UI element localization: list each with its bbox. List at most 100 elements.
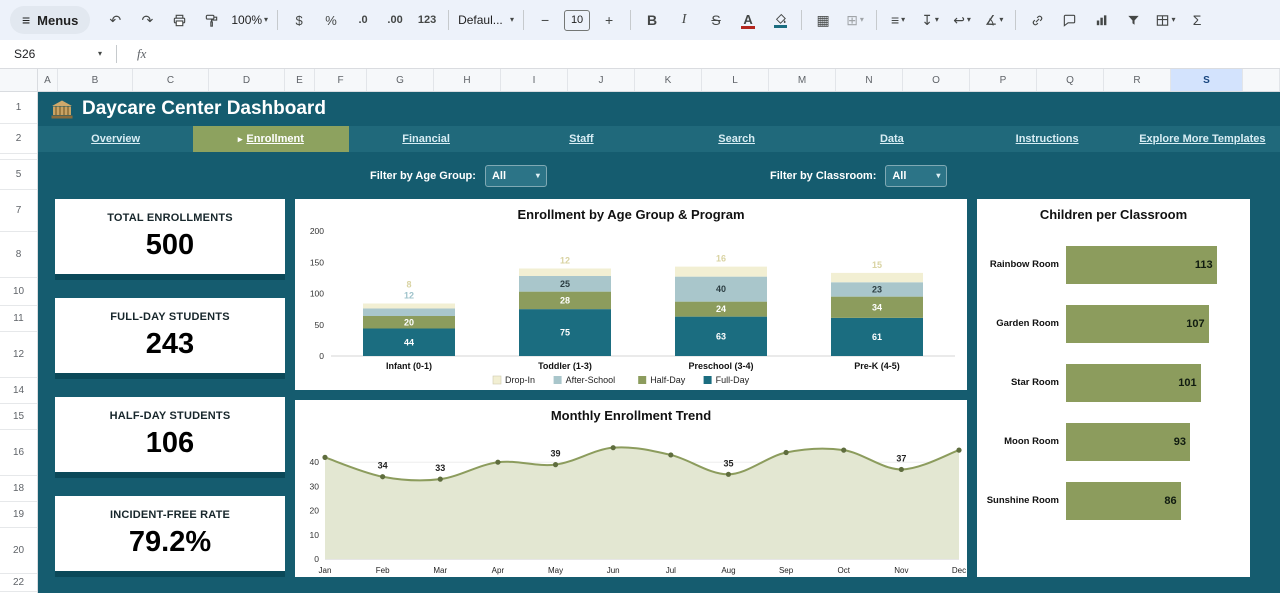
monthly-trend-chart-panel[interactable]: Monthly Enrollment Trend 010203040343339… — [295, 400, 967, 577]
row-header-8[interactable]: 8 — [0, 232, 37, 278]
kpi-label: INCIDENT-FREE RATE — [110, 509, 230, 521]
font-size-input[interactable]: 10 — [564, 10, 590, 31]
row-header-16[interactable]: 16 — [0, 430, 37, 476]
fill-color-button[interactable] — [765, 7, 795, 33]
currency-format-button[interactable]: $ — [284, 7, 314, 33]
column-header-E[interactable]: E — [285, 69, 315, 91]
row-header-14[interactable]: 14 — [0, 378, 37, 404]
strikethrough-button[interactable]: S — [701, 7, 731, 33]
zoom-select[interactable]: 100% ▾ — [228, 7, 271, 33]
row-header-11[interactable]: 11 — [0, 306, 37, 332]
nav-tab-staff[interactable]: Staff — [504, 126, 659, 152]
row-header-18[interactable]: 18 — [0, 476, 37, 502]
percent-format-button[interactable]: % — [316, 7, 346, 33]
font-family-select[interactable]: Defaul... ▾ — [455, 7, 517, 33]
menus-button[interactable]: ≡ Menus — [10, 6, 90, 34]
row-header-1[interactable]: 1 — [0, 92, 37, 124]
svg-text:40: 40 — [716, 284, 726, 294]
text-rotation-button[interactable]: ∡ ▾ — [979, 7, 1009, 33]
insert-link-button[interactable] — [1022, 7, 1052, 33]
svg-text:34: 34 — [872, 302, 882, 312]
column-header-Q[interactable]: Q — [1037, 69, 1104, 91]
nav-tab-search[interactable]: Search — [659, 126, 814, 152]
functions-button[interactable]: Σ — [1182, 7, 1212, 33]
borders-button[interactable]: ▦ — [808, 7, 838, 33]
stacked-bar-chart: 0501001502004420128Infant (0-1)75282512T… — [295, 223, 967, 395]
column-header-J[interactable]: J — [568, 69, 635, 91]
nav-tab-overview[interactable]: Overview — [38, 126, 193, 152]
nav-tab-data[interactable]: Data — [814, 126, 969, 152]
age-group-filter-select[interactable]: All ▾ — [485, 165, 547, 187]
column-header-B[interactable]: B — [58, 69, 133, 91]
row-header-15[interactable]: 15 — [0, 404, 37, 430]
vertical-align-button[interactable]: ↧ ▾ — [915, 7, 945, 33]
table-grid-icon — [1155, 13, 1170, 28]
column-header-F[interactable]: F — [315, 69, 367, 91]
svg-text:Sep: Sep — [779, 566, 794, 575]
column-header-O[interactable]: O — [903, 69, 970, 91]
select-all-corner[interactable] — [0, 69, 38, 91]
row-header-7[interactable]: 7 — [0, 190, 37, 232]
paint-format-button[interactable] — [196, 7, 226, 33]
redo-button[interactable]: ↷ — [132, 7, 162, 33]
increase-font-size-button[interactable]: + — [594, 7, 624, 33]
column-header-H[interactable]: H — [434, 69, 501, 91]
row-header-12[interactable]: 12 — [0, 332, 37, 378]
column-header-C[interactable]: C — [133, 69, 209, 91]
name-box[interactable]: S26 ▾ — [0, 47, 112, 61]
chevron-down-icon: ▾ — [860, 16, 864, 24]
kpi-card-incident-free-rate: INCIDENT-FREE RATE79.2% — [55, 496, 285, 571]
row-header-19[interactable]: 19 — [0, 502, 37, 528]
row-header-2[interactable]: 2 — [0, 124, 37, 154]
increase-decimal-button[interactable]: .00 — [380, 7, 410, 33]
classroom-filter-select[interactable]: All ▾ — [885, 165, 947, 187]
undo-button[interactable]: ↶ — [100, 7, 130, 33]
insert-comment-button[interactable] — [1054, 7, 1084, 33]
room-value: 113 — [1195, 259, 1213, 271]
text-color-button[interactable]: A — [733, 7, 763, 33]
zoom-value: 100% — [231, 13, 262, 27]
children-per-classroom-panel[interactable]: Children per Classroom Rainbow Room113Ga… — [977, 199, 1250, 577]
kpi-value: 500 — [146, 229, 194, 262]
enrollment-by-age-chart-panel[interactable]: Enrollment by Age Group & Program 050100… — [295, 199, 967, 390]
nav-tab-explore-more-templates[interactable]: Explore More Templates — [1125, 126, 1280, 152]
column-header-D[interactable]: D — [209, 69, 285, 91]
merge-cells-button[interactable]: ⊞ ▾ — [840, 7, 870, 33]
filter-views-button[interactable]: ▾ — [1150, 7, 1180, 33]
bold-button[interactable]: B — [637, 7, 667, 33]
svg-text:0: 0 — [319, 351, 324, 361]
row-header-22[interactable]: 22 — [0, 574, 37, 592]
decrease-decimal-button[interactable]: .0 — [348, 7, 378, 33]
chevron-down-icon: ▾ — [264, 16, 268, 24]
dashboard-canvas: Daycare Center Dashboard Overview▸Enroll… — [38, 92, 1280, 593]
svg-text:Pre-K (4-5): Pre-K (4-5) — [854, 361, 900, 371]
row-header-20[interactable]: 20 — [0, 528, 37, 574]
print-button[interactable] — [164, 7, 194, 33]
column-header-N[interactable]: N — [836, 69, 903, 91]
decrease-font-size-button[interactable]: − — [530, 7, 560, 33]
age-group-filter-label: Filter by Age Group: — [370, 170, 476, 182]
dashboard-nav: Overview▸EnrollmentFinancialStaffSearchD… — [38, 126, 1280, 152]
insert-chart-button[interactable] — [1086, 7, 1116, 33]
toolbar-divider — [876, 10, 877, 30]
number-format-button[interactable]: 123 — [412, 7, 442, 33]
column-header-M[interactable]: M — [769, 69, 836, 91]
row-header-10[interactable]: 10 — [0, 278, 37, 306]
nav-tab-financial[interactable]: Financial — [349, 126, 504, 152]
column-header-G[interactable]: G — [367, 69, 434, 91]
filter-button[interactable] — [1118, 7, 1148, 33]
column-header-I[interactable]: I — [501, 69, 568, 91]
column-header-A[interactable]: A — [38, 69, 58, 91]
strikethrough-icon: S — [711, 13, 720, 27]
column-header-P[interactable]: P — [970, 69, 1037, 91]
nav-tab-enrollment[interactable]: ▸Enrollment — [193, 126, 348, 152]
text-wrap-button[interactable]: ↩ ▾ — [947, 7, 977, 33]
column-header-R[interactable]: R — [1104, 69, 1171, 91]
column-header-K[interactable]: K — [635, 69, 702, 91]
nav-tab-instructions[interactable]: Instructions — [970, 126, 1125, 152]
column-header-L[interactable]: L — [702, 69, 769, 91]
column-header-S[interactable]: S — [1171, 69, 1243, 91]
italic-button[interactable]: I — [669, 7, 699, 33]
horizontal-align-button[interactable]: ≡ ▾ — [883, 7, 913, 33]
row-header-5[interactable]: 5 — [0, 160, 37, 190]
